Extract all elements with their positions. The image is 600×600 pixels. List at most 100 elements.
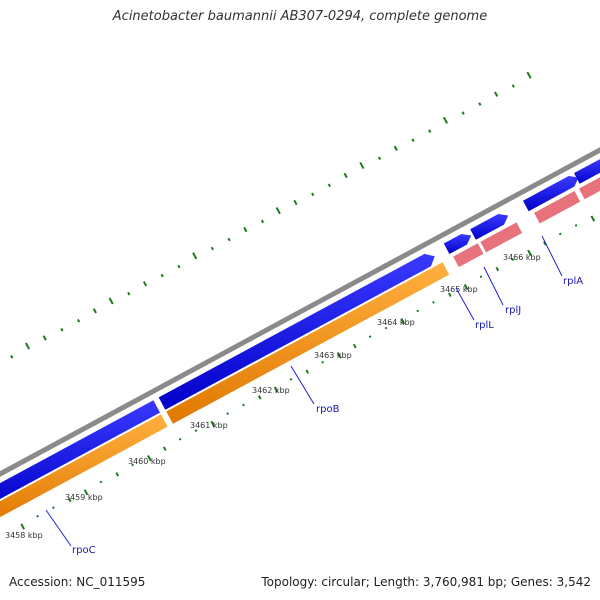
- cds-rplJ: [470, 214, 509, 240]
- gc-tick: [526, 71, 532, 79]
- gc-tick: [352, 343, 357, 349]
- gc-tick: [99, 480, 103, 484]
- gc-tick: [92, 308, 97, 314]
- gc-tick: [131, 463, 134, 467]
- gc-tick: [127, 291, 131, 296]
- gc-tick: [192, 252, 198, 260]
- gc-tick: [67, 497, 72, 503]
- ruler-label: 3460 kbp: [128, 457, 166, 466]
- gc-tick: [42, 335, 47, 341]
- gc-tick: [115, 472, 120, 477]
- gc-tick: [289, 378, 293, 381]
- gc-tick: [257, 395, 262, 400]
- gc-tick: [226, 412, 229, 415]
- gc-tick: [210, 246, 214, 251]
- gc-tick: [293, 199, 298, 206]
- gc-tick: [411, 138, 415, 142]
- gc-tick: [400, 318, 406, 325]
- gc-tick: [393, 145, 398, 152]
- gc-tick: [147, 454, 152, 462]
- gc-skew-outer-track: [10, 71, 532, 359]
- gc-skew-inner-track: [20, 215, 596, 530]
- gc-tick: [83, 489, 89, 496]
- label-leader-rpoC: [45, 509, 72, 547]
- gene-label-rplA: rplA: [563, 276, 583, 287]
- cds-rplA: [522, 175, 579, 212]
- gc-tick: [194, 429, 198, 433]
- cds-rplL: [443, 233, 472, 255]
- cds-rpoC: [0, 400, 161, 500]
- gc-tick: [527, 249, 532, 256]
- gc-tick: [77, 318, 81, 323]
- gc-tick: [243, 226, 248, 233]
- label-leader-rpoB: [290, 365, 315, 405]
- gc-tick: [160, 273, 164, 278]
- gene-rpoB: [166, 262, 450, 424]
- label-leader-rplJ: [483, 266, 504, 306]
- gene-rplK: [578, 177, 600, 200]
- gc-tick: [359, 161, 365, 170]
- gc-tick: [448, 292, 452, 297]
- ruler-track: 3458 kbp 3459 kbp 3460 kbp 3461 kbp 3462 kbp…: [5, 253, 541, 540]
- gene-rplJ: [480, 222, 523, 253]
- gc-tick: [511, 84, 515, 88]
- ruler-label: 3465 kbp: [440, 285, 478, 294]
- gc-tick: [543, 241, 547, 246]
- gc-tick: [343, 172, 348, 179]
- gc-tick: [377, 156, 382, 161]
- gc-tick: [321, 360, 325, 364]
- gc-tick: [432, 301, 435, 304]
- gc-tick: [24, 342, 31, 350]
- gc-tick: [20, 523, 25, 530]
- gc-tick: [479, 275, 483, 279]
- gc-tick: [384, 326, 388, 330]
- gc-tick: [275, 207, 281, 215]
- label-leader-rplL: [455, 287, 475, 321]
- accession-label: Accession: NC_011595: [9, 575, 146, 589]
- ruler-label: 3466 kbp: [503, 253, 541, 262]
- ruler-label: 3463 kbp: [314, 351, 352, 360]
- gc-tick: [273, 386, 279, 393]
- gc-tick: [463, 283, 469, 291]
- gc-tick: [327, 183, 331, 188]
- gc-tick: [305, 369, 310, 374]
- gene-rplA: [534, 191, 581, 224]
- map-title: Acinetobacter baumannii AB307-0294, comp…: [112, 9, 488, 24]
- gc-tick: [461, 111, 465, 115]
- ruler-label: 3462 kbp: [252, 386, 290, 395]
- gene-rplL: [453, 243, 484, 268]
- gc-tick: [495, 266, 500, 272]
- ruler-label: 3464 kbp: [377, 318, 415, 327]
- feature-track: [0, 147, 600, 518]
- gc-tick: [558, 232, 562, 236]
- gene-rpoC: [0, 414, 168, 518]
- gc-tick: [478, 102, 482, 106]
- gc-tick: [416, 309, 420, 313]
- gc-tick: [162, 446, 167, 451]
- gc-tick: [108, 297, 114, 305]
- gc-tick: [227, 237, 231, 242]
- genome-backbone: [0, 147, 600, 477]
- gc-tick: [60, 327, 64, 332]
- gc-tick: [242, 403, 245, 407]
- ruler-label: 3461 kbp: [190, 421, 228, 430]
- gc-tick: [210, 420, 216, 428]
- gc-tick: [52, 506, 55, 510]
- gc-tick: [260, 219, 265, 224]
- gc-tick: [311, 192, 315, 197]
- gene-label-rpoC: rpoC: [72, 545, 96, 556]
- topology-label: Topology: circular; Length: 3,760,981 bp…: [261, 575, 591, 589]
- gc-tick: [428, 129, 432, 133]
- gc-tick: [574, 224, 578, 227]
- gc-tick: [178, 437, 182, 441]
- gene-label-rpoB: rpoB: [316, 404, 340, 415]
- cds-rplK: [573, 159, 600, 184]
- gc-tick: [494, 91, 499, 97]
- label-leader-rplA: [541, 235, 563, 277]
- cds-rpoB: [158, 253, 435, 410]
- gc-tick: [442, 116, 449, 124]
- gc-tick: [36, 514, 39, 518]
- gene-label-track: rpoC rpoB rplL rplJ rplA: [45, 235, 583, 556]
- gc-tick: [142, 281, 148, 287]
